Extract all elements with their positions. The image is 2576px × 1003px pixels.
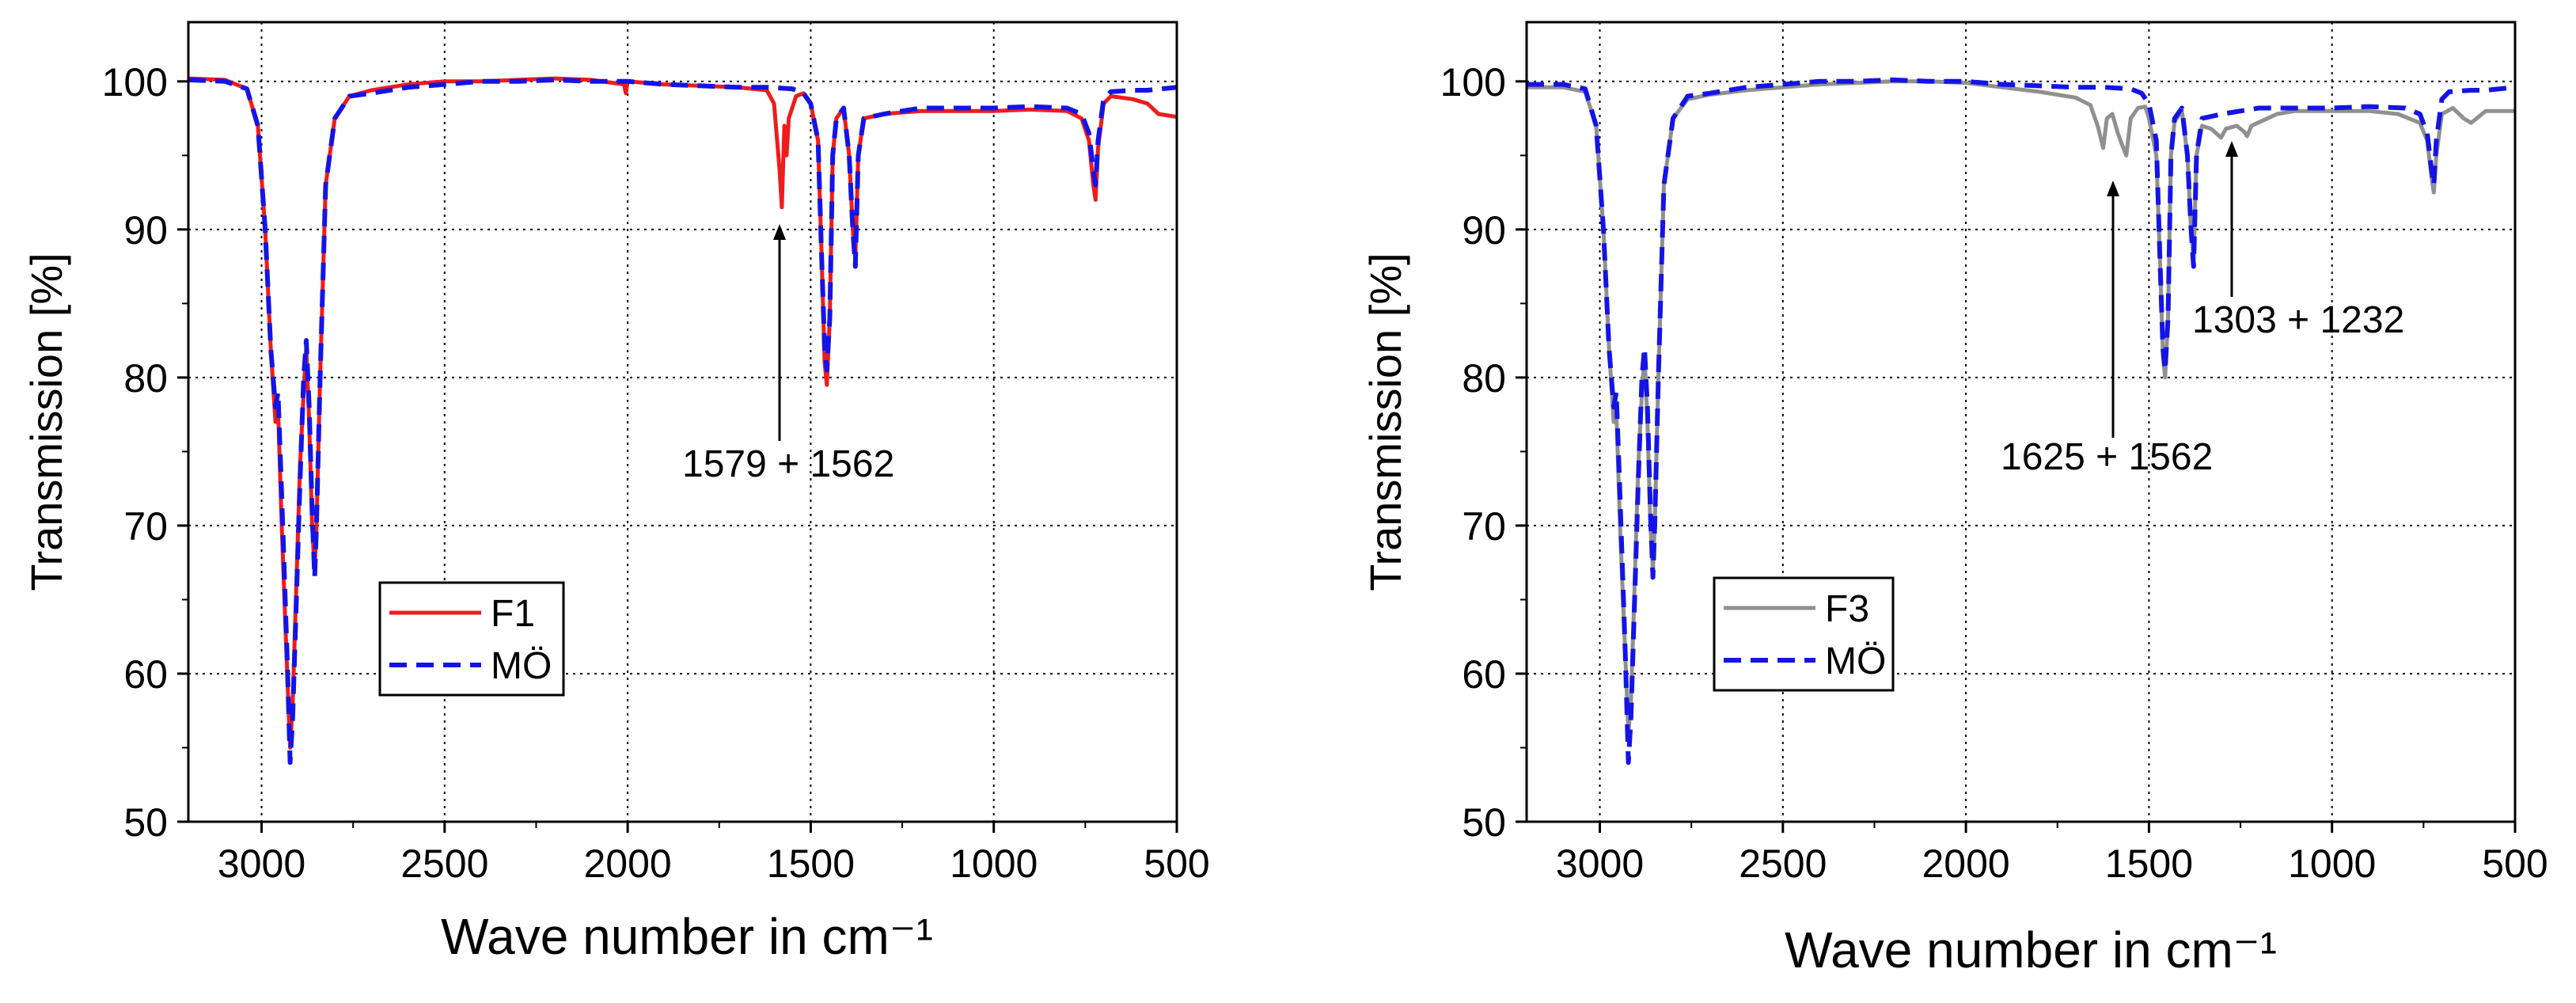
x-tick-label: 2000: [1922, 842, 2009, 886]
x-tick-label: 500: [2482, 842, 2548, 886]
y-tick-label: 70: [1462, 504, 1506, 549]
y-tick-label: 50: [123, 800, 168, 845]
annotation-arrow-head: [2225, 141, 2238, 157]
y-tick-label: 60: [123, 652, 168, 697]
x-axis-title: Wave number in cm⁻¹: [441, 908, 933, 965]
x-tick-label: 2000: [583, 842, 671, 886]
y-tick-label: 50: [1462, 800, 1506, 845]
annotation: 1303 + 1232: [2192, 141, 2404, 341]
y-tick-label: 80: [123, 356, 168, 401]
x-tick-label: 1000: [950, 842, 1038, 886]
annotation-label: 1625 + 1562: [2001, 436, 2213, 478]
x-tick-label: 3000: [1556, 842, 1644, 886]
y-tick-label: 70: [123, 504, 168, 549]
annotation-label: 1303 + 1232: [2192, 299, 2404, 341]
annotation: 1579 + 1562: [682, 224, 894, 485]
x-tick-label: 2500: [400, 842, 488, 886]
legend-box: [378, 581, 565, 697]
series-line-f3: [1527, 79, 2515, 735]
y-tick-label: 100: [102, 60, 168, 104]
y-tick-label: 80: [1462, 356, 1506, 401]
legend: F3 MÖ: [1713, 576, 1895, 692]
plot-frame: [187, 21, 1178, 823]
y-tick-label: 90: [1462, 208, 1506, 253]
series-line-mo: [1527, 77, 2515, 766]
legend-label: F1: [491, 593, 535, 635]
y-axis-title: Transmission [%]: [1360, 253, 1410, 591]
legend-label: F3: [1825, 588, 1869, 630]
annotation-label: 1579 + 1562: [682, 443, 894, 485]
y-tick-label: 60: [1462, 652, 1506, 697]
x-tick-label: 3000: [218, 842, 305, 886]
series-line-mo: [188, 77, 1177, 766]
chart-panel-2: 3000 2500 2000 1500 1000 500 50 60 70 80 90 100 Tran…: [1360, 21, 2548, 978]
y-axis-title: Transmission [%]: [21, 253, 71, 591]
x-tick-label: 1500: [767, 842, 855, 886]
legend-label: MÖ: [491, 645, 552, 687]
annotation-arrow-head: [773, 224, 786, 240]
legend-label: MÖ: [1825, 640, 1886, 682]
legend-box: [1713, 576, 1895, 692]
series-line-f1: [188, 76, 1177, 750]
x-tick-label: 1500: [2105, 842, 2193, 886]
x-tick-label: 500: [1144, 842, 1209, 886]
annotation: 1625 + 1562: [2001, 180, 2213, 478]
legend: F1 MÖ: [378, 581, 565, 697]
plot-frame: [1525, 21, 2517, 823]
annotation-arrow-head: [2107, 180, 2119, 196]
x-axis-title: Wave number in cm⁻¹: [1785, 921, 2277, 978]
y-tick-label: 100: [1440, 60, 1506, 104]
x-tick-label: 2500: [1739, 842, 1827, 886]
x-tick-label: 1000: [2288, 842, 2376, 886]
chart-panel-1: 3000 2500 2000 1500 1000 500 50 60 70 80 90 100 Tran…: [21, 21, 1210, 965]
y-tick-label: 90: [123, 208, 168, 253]
